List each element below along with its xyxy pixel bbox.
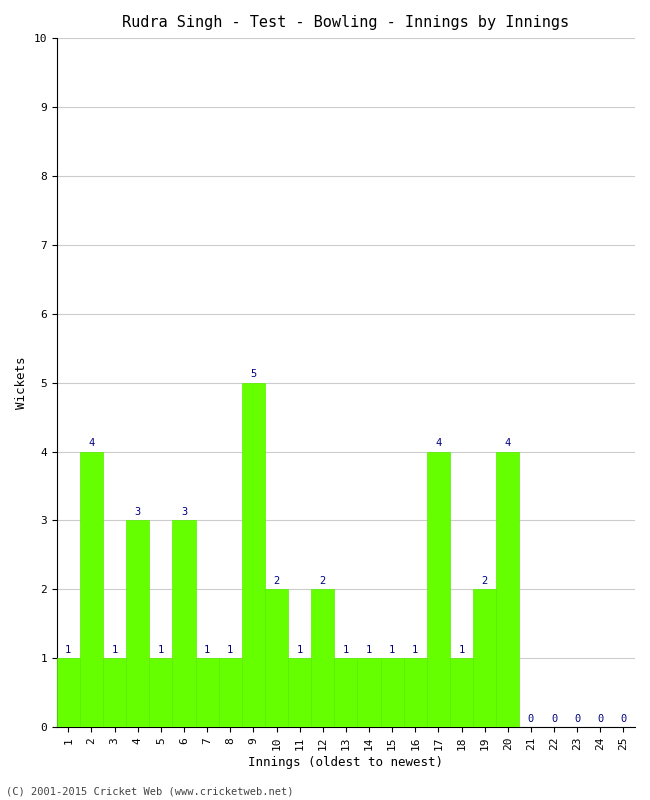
Text: 2: 2 — [482, 576, 488, 586]
Text: 1: 1 — [343, 645, 349, 655]
Bar — [288, 658, 311, 727]
Text: 0: 0 — [528, 714, 534, 724]
Text: 0: 0 — [597, 714, 603, 724]
Text: 1: 1 — [65, 645, 72, 655]
Text: 1: 1 — [389, 645, 395, 655]
Bar — [172, 521, 196, 727]
Text: 1: 1 — [366, 645, 372, 655]
Bar — [265, 590, 288, 727]
Bar — [242, 382, 265, 727]
Text: 2: 2 — [274, 576, 280, 586]
Bar — [218, 658, 242, 727]
Text: 0: 0 — [620, 714, 627, 724]
Text: 1: 1 — [158, 645, 164, 655]
Text: 4: 4 — [504, 438, 511, 448]
Bar — [358, 658, 381, 727]
Bar — [404, 658, 427, 727]
Bar — [196, 658, 218, 727]
Bar — [334, 658, 358, 727]
Text: 1: 1 — [458, 645, 465, 655]
Bar — [103, 658, 126, 727]
Text: 5: 5 — [250, 370, 257, 379]
Bar — [126, 521, 150, 727]
Bar — [80, 451, 103, 727]
Text: 1: 1 — [296, 645, 303, 655]
Text: 4: 4 — [88, 438, 95, 448]
Text: 3: 3 — [135, 507, 141, 517]
Text: 0: 0 — [551, 714, 557, 724]
Text: (C) 2001-2015 Cricket Web (www.cricketweb.net): (C) 2001-2015 Cricket Web (www.cricketwe… — [6, 786, 294, 796]
Title: Rudra Singh - Test - Bowling - Innings by Innings: Rudra Singh - Test - Bowling - Innings b… — [122, 15, 569, 30]
Bar — [150, 658, 172, 727]
Bar — [381, 658, 404, 727]
Text: 2: 2 — [320, 576, 326, 586]
Text: 1: 1 — [204, 645, 210, 655]
Bar — [496, 451, 519, 727]
Text: 3: 3 — [181, 507, 187, 517]
Y-axis label: Wickets: Wickets — [15, 357, 28, 409]
Text: 1: 1 — [412, 645, 419, 655]
Text: 1: 1 — [227, 645, 233, 655]
Text: 0: 0 — [574, 714, 580, 724]
Text: 1: 1 — [112, 645, 118, 655]
Bar — [473, 590, 496, 727]
Text: 4: 4 — [436, 438, 441, 448]
Bar — [57, 658, 80, 727]
X-axis label: Innings (oldest to newest): Innings (oldest to newest) — [248, 756, 443, 769]
Bar — [427, 451, 450, 727]
Bar — [311, 590, 334, 727]
Bar — [450, 658, 473, 727]
